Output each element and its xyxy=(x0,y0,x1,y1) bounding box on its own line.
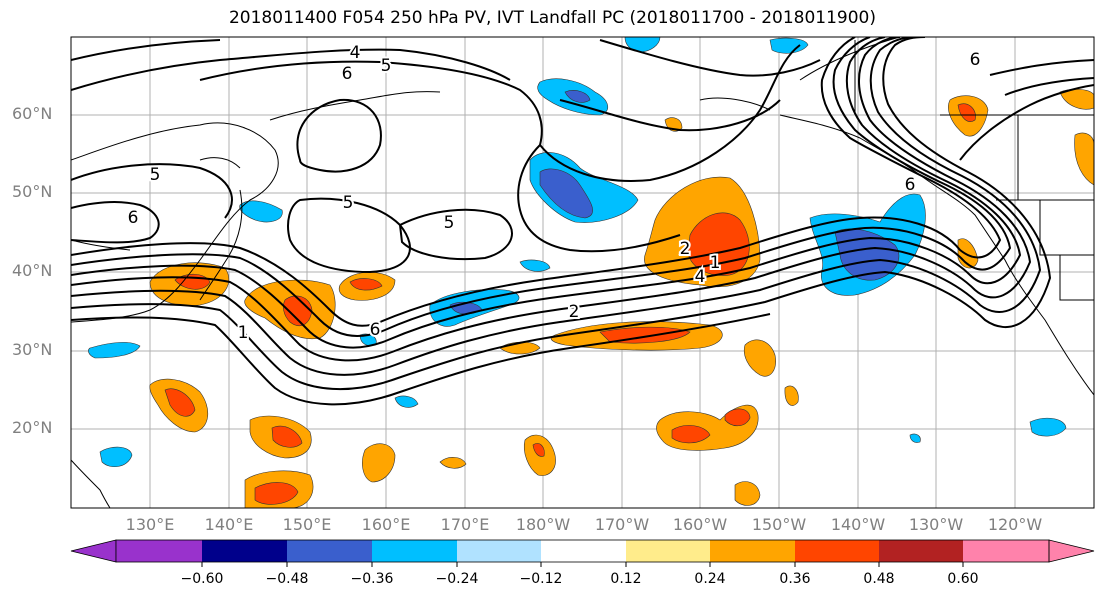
contour-label: 5 xyxy=(444,213,455,233)
colorbar-bin xyxy=(372,540,457,562)
longitude-label-130e: 130°E xyxy=(125,515,175,534)
contour-label: 2 xyxy=(680,239,691,259)
longitude-label-180w: 180°W xyxy=(515,515,571,534)
colorbar xyxy=(70,539,1095,567)
colorbar-bin xyxy=(963,540,1049,562)
colorbar-tick-label: 0.48 xyxy=(863,571,895,587)
map-title: 2018011400 F054 250 hPa PV, IVT Landfall… xyxy=(228,8,876,28)
coastlines xyxy=(71,37,1094,508)
colorbar-tick-label: 0.24 xyxy=(694,571,726,587)
ivt-positive-anomalies xyxy=(149,89,1094,508)
contour-label: 5 xyxy=(381,56,392,76)
longitude-label-140w: 140°W xyxy=(830,515,886,534)
contour-label: 5 xyxy=(343,193,354,213)
colorbar-bin xyxy=(710,540,795,562)
ivt-negative-anomalies xyxy=(88,37,1067,468)
contour-label: 1 xyxy=(710,253,721,273)
graticule xyxy=(71,37,1094,508)
contour-labels: 4 6 5 5 6 5 2 6 1 6 2 1 4 5 6 xyxy=(126,41,983,345)
colorbar-extend-low xyxy=(70,539,117,563)
colorbar-bin xyxy=(202,540,287,562)
colorbar-bin xyxy=(879,540,963,562)
longitude-label-150w: 150°W xyxy=(751,515,807,534)
latitude-label-40n: 40°N xyxy=(12,261,53,280)
longitude-label-170e: 170°E xyxy=(440,515,490,534)
colorbar-tick-label: 0.60 xyxy=(947,571,979,587)
contour-label: 6 xyxy=(342,64,353,84)
colorbar-tick-label: −0.24 xyxy=(435,571,479,587)
contour-label: 6 xyxy=(370,320,381,340)
colorbar-tick-label: −0.12 xyxy=(519,571,563,587)
latitude-label-20n: 20°N xyxy=(12,418,53,437)
contour-label: 5 xyxy=(150,165,161,185)
latitude-label-30n: 30°N xyxy=(12,340,53,359)
longitude-label-160e: 160°E xyxy=(361,515,411,534)
colorbar-tick-label: −0.60 xyxy=(180,571,224,587)
colorbar-bin xyxy=(541,540,626,562)
map-frame xyxy=(70,36,1095,509)
pv-contours xyxy=(71,37,1094,406)
longitude-label-170w: 170°W xyxy=(594,515,650,534)
colorbar-tick-label: −0.36 xyxy=(350,571,394,587)
colorbar-tick-label: 0.36 xyxy=(779,571,811,587)
colorbar-bin xyxy=(795,540,879,562)
colorbar-tick-label: −0.48 xyxy=(265,571,309,587)
colorbar-bin xyxy=(457,540,541,562)
contour-label: 6 xyxy=(128,208,139,228)
contour-label: 6 xyxy=(970,50,981,70)
contour-label: 1 xyxy=(238,323,249,343)
colorbar-tick-label: 0.12 xyxy=(610,571,642,587)
longitude-label-130w: 130°W xyxy=(908,515,964,534)
contour-label: 4 xyxy=(350,43,361,63)
longitude-label-140e: 140°E xyxy=(204,515,254,534)
colorbar-bin xyxy=(626,540,710,562)
contour-label: 2 xyxy=(569,302,580,322)
longitude-label-150e: 150°E xyxy=(282,515,332,534)
latitude-label-60n: 60°N xyxy=(12,104,53,123)
longitude-label-120w: 120°W xyxy=(987,515,1043,534)
colorbar-bin xyxy=(116,540,202,562)
contour-label: 6 xyxy=(905,175,916,195)
longitude-label-160w: 160°W xyxy=(672,515,728,534)
colorbar-extend-high xyxy=(1048,539,1095,563)
contour-label: 4 xyxy=(695,267,706,287)
colorbar-bin xyxy=(287,540,372,562)
latitude-label-50n: 50°N xyxy=(12,182,53,201)
colorbar-frame xyxy=(115,539,1050,563)
